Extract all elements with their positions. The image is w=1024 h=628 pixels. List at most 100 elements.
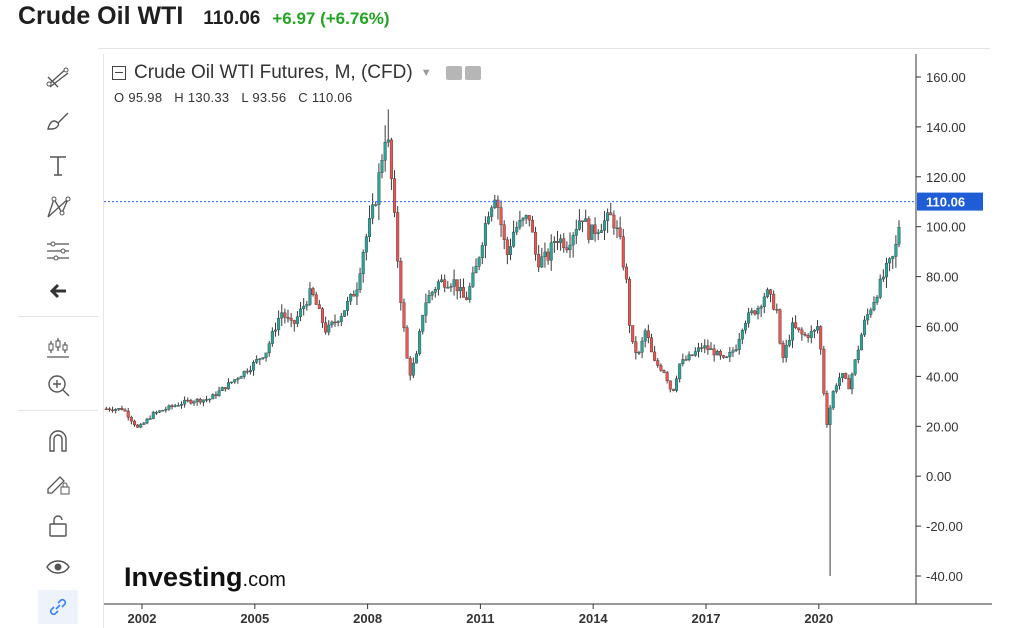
- settings-icon[interactable]: [464, 66, 481, 80]
- candle-down: [107, 408, 111, 411]
- candle-up: [342, 310, 346, 317]
- candle-up: [424, 302, 428, 316]
- candle-up: [809, 331, 813, 338]
- candle-up: [248, 369, 252, 373]
- candle-up: [759, 306, 763, 309]
- candle-down: [455, 279, 459, 292]
- y-tick-label: 60.00: [926, 320, 959, 335]
- candle-up: [853, 359, 857, 375]
- collapse-icon[interactable]: [112, 66, 126, 80]
- candle-up: [508, 246, 512, 256]
- candle-up: [872, 301, 876, 311]
- y-tick-label: 100.00: [926, 220, 966, 235]
- candle-up: [361, 252, 365, 274]
- candle-down: [649, 337, 653, 353]
- candle-up: [145, 418, 149, 424]
- candle-up: [675, 378, 679, 391]
- candle-down: [825, 393, 829, 425]
- candle-down: [408, 357, 412, 376]
- candle-down: [684, 359, 688, 361]
- candle-up: [355, 289, 359, 297]
- visibility-icon[interactable]: [445, 66, 462, 80]
- current-price: 110.06: [203, 8, 261, 29]
- candle-up: [446, 287, 450, 289]
- candle-down: [389, 139, 393, 179]
- candle-up: [267, 343, 271, 354]
- candle-down: [286, 317, 290, 319]
- lock-pencil-icon[interactable]: [38, 466, 78, 500]
- candle-down: [712, 348, 716, 356]
- last-price-label: 110.06: [926, 195, 965, 210]
- unlock-icon[interactable]: [38, 508, 78, 542]
- candle-down: [170, 405, 174, 407]
- text-icon[interactable]: [38, 148, 78, 182]
- candle-up: [358, 273, 362, 291]
- candle-down: [132, 420, 136, 426]
- y-tick-label: 80.00: [926, 270, 959, 285]
- candle-up: [349, 293, 353, 302]
- measure-icon[interactable]: [38, 234, 78, 268]
- candle-up: [164, 408, 168, 411]
- candle-down: [662, 370, 666, 373]
- candle-down: [534, 231, 538, 255]
- investing-logo: Investing.com: [124, 562, 286, 592]
- magnet-icon[interactable]: [38, 424, 78, 458]
- candle-up: [327, 324, 331, 333]
- candle-up: [308, 288, 312, 305]
- candle-up: [606, 212, 610, 221]
- trend-lines-icon[interactable]: [38, 60, 78, 94]
- candle-up: [302, 305, 306, 310]
- chevron-down-icon[interactable]: ▼: [420, 67, 432, 79]
- candle-up: [217, 390, 221, 396]
- candle-up: [242, 370, 246, 377]
- candle-up: [493, 199, 497, 208]
- chart-type-icon[interactable]: [38, 330, 78, 364]
- ohlc-values: O 95.98 H 130.33 L 93.56 C 110.06: [114, 90, 361, 105]
- candle-up: [421, 315, 425, 332]
- candle-up: [750, 310, 754, 313]
- candle-down: [772, 294, 776, 310]
- chart-legend[interactable]: Crude Oil WTI Futures, M, (CFD) ▼: [112, 62, 481, 84]
- candle-up: [374, 204, 378, 206]
- candle-down: [289, 317, 293, 321]
- last-price-label-bg: [917, 192, 983, 211]
- candle-down: [659, 365, 663, 371]
- open-value: O 95.98: [114, 90, 163, 105]
- candle-down: [631, 325, 635, 342]
- candle-up: [195, 398, 199, 403]
- back-arrow-icon[interactable]: [38, 274, 78, 308]
- candle-up: [574, 229, 578, 236]
- candle-down: [505, 239, 509, 256]
- candle-up: [894, 243, 898, 257]
- candle-up: [386, 139, 390, 143]
- pattern-icon[interactable]: [38, 190, 78, 224]
- candle-down: [778, 309, 782, 344]
- candle-up: [449, 286, 453, 288]
- link-icon[interactable]: [38, 590, 78, 624]
- price-chart[interactable]: 160.00 140.00 120.00 100.00 80.00 60.00 40.00 2…: [104, 54, 992, 628]
- candle-down: [656, 360, 660, 366]
- candle-up: [515, 226, 519, 233]
- candle-down: [621, 236, 625, 268]
- page-title: Crude Oil WTI: [18, 2, 184, 30]
- candle-down: [794, 322, 798, 328]
- candle-up: [518, 220, 522, 228]
- candle-up: [477, 257, 481, 267]
- candle-up: [687, 354, 691, 360]
- candle-down: [311, 288, 315, 295]
- candle-down: [555, 241, 559, 243]
- candle-down: [314, 294, 318, 305]
- candle-up: [725, 356, 729, 359]
- candle-up: [816, 326, 820, 331]
- candle-up: [154, 411, 158, 414]
- zoom-in-icon[interactable]: [38, 368, 78, 402]
- candle-up: [875, 297, 879, 303]
- candle-up: [148, 418, 152, 420]
- eye-icon[interactable]: [38, 550, 78, 584]
- chart-area[interactable]: 160.00 140.00 120.00 100.00 80.00 60.00 40.00 2…: [103, 54, 992, 628]
- brush-icon[interactable]: [38, 104, 78, 138]
- candle-down: [104, 408, 108, 411]
- candle-up: [866, 314, 870, 321]
- candle-down: [352, 293, 356, 297]
- candle-up: [167, 405, 171, 410]
